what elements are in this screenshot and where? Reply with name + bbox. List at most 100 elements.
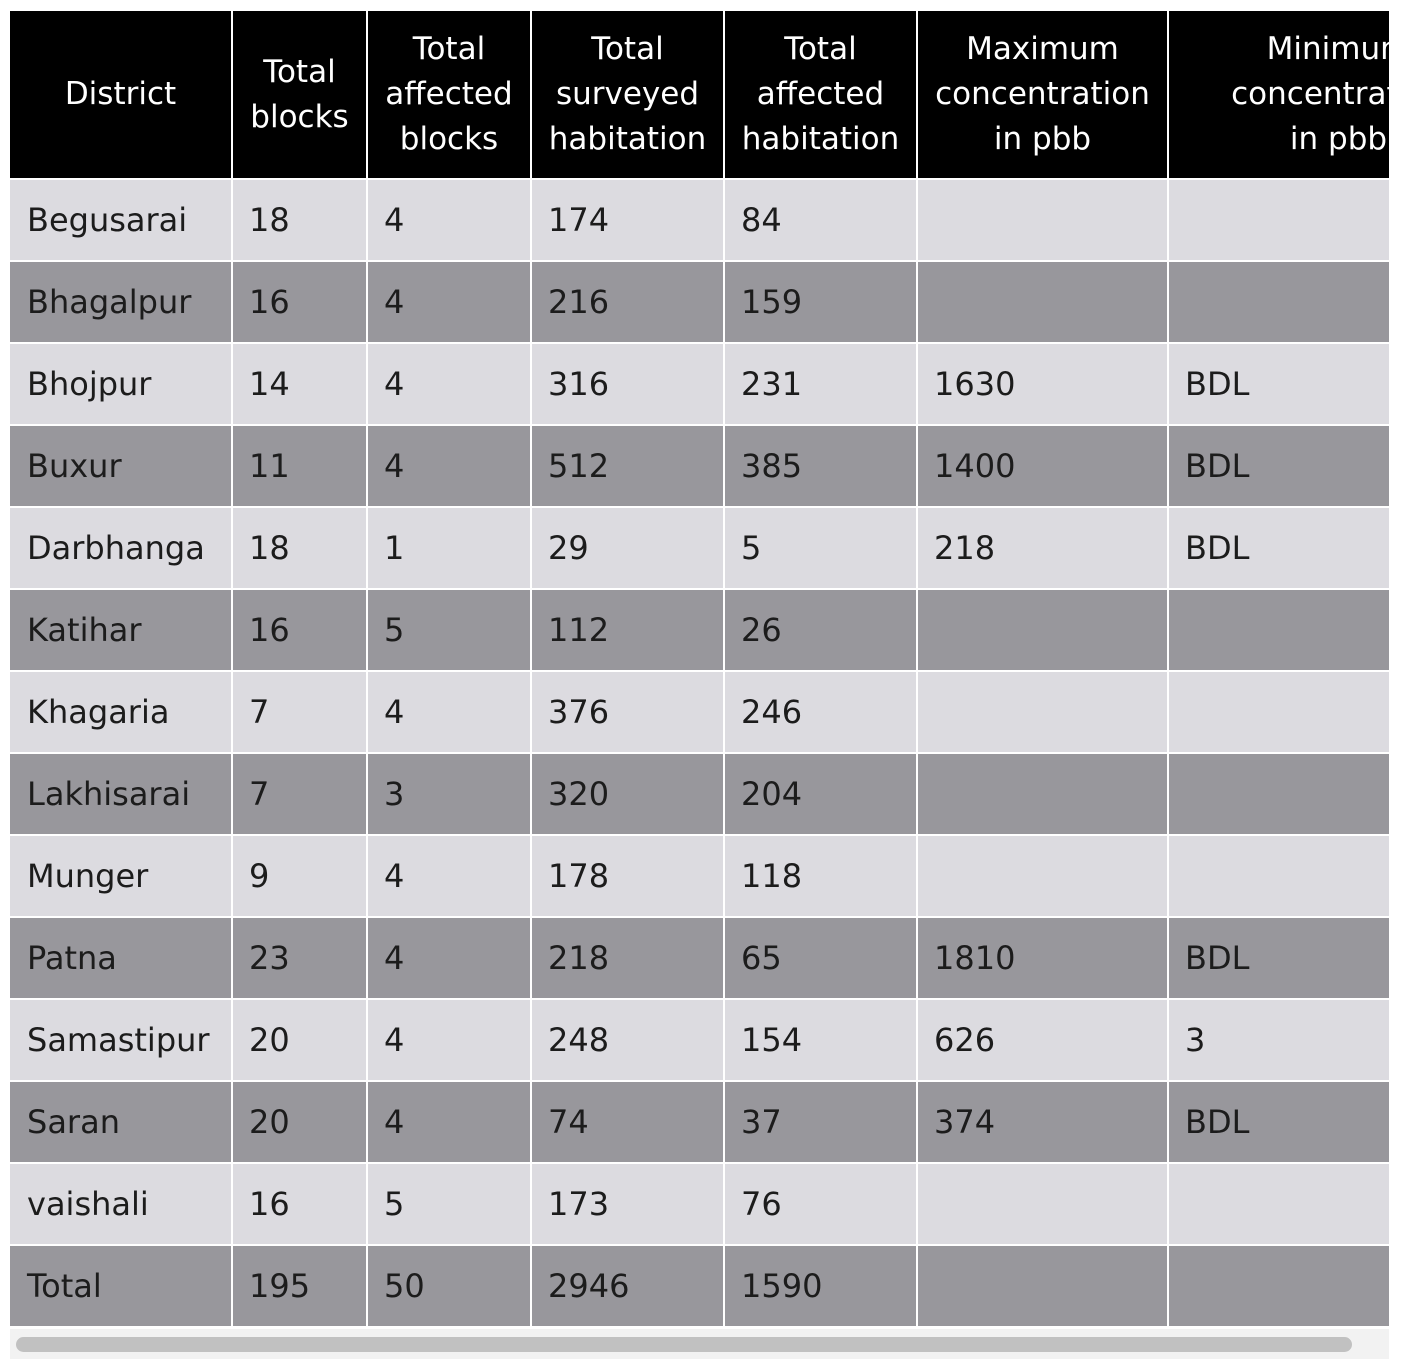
cell-district: Total	[10, 1246, 233, 1328]
cell-total-surveyed-habitation: 174	[532, 180, 725, 262]
cell-total-surveyed-habitation: 173	[532, 1164, 725, 1246]
cell-minimum-concentration: BDL	[1169, 426, 1389, 508]
header-district: District	[10, 11, 233, 180]
table-row: Samastipur 20 4 248 154 626 3	[10, 1000, 1389, 1082]
cell-minimum-concentration	[1169, 180, 1389, 262]
cell-minimum-concentration: BDL	[1169, 344, 1389, 426]
cell-total-blocks: 20	[233, 1000, 368, 1082]
cell-total-surveyed-habitation: 29	[532, 508, 725, 590]
cell-district: Katihar	[10, 590, 233, 672]
header-total-affected-blocks: Total affected blocks	[368, 11, 532, 180]
cell-total-affected-blocks: 4	[368, 344, 532, 426]
cell-maximum-concentration	[918, 590, 1169, 672]
cell-total-surveyed-habitation: 74	[532, 1082, 725, 1164]
cell-minimum-concentration	[1169, 836, 1389, 918]
cell-total-affected-habitation: 118	[725, 836, 918, 918]
cell-total-blocks: 7	[233, 672, 368, 754]
header-minimum-concentration: Minimum concentration in pbb	[1169, 11, 1389, 180]
table-row: Lakhisarai 7 3 320 204	[10, 754, 1389, 836]
cell-total-affected-habitation: 26	[725, 590, 918, 672]
cell-total-affected-blocks: 5	[368, 590, 532, 672]
cell-total-surveyed-habitation: 2946	[532, 1246, 725, 1328]
cell-total-affected-blocks: 50	[368, 1246, 532, 1328]
cell-total-affected-habitation: 154	[725, 1000, 918, 1082]
cell-maximum-concentration: 1630	[918, 344, 1169, 426]
cell-district: Munger	[10, 836, 233, 918]
table-row: Saran 20 4 74 37 374 BDL	[10, 1082, 1389, 1164]
cell-total-surveyed-habitation: 218	[532, 918, 725, 1000]
cell-district: Saran	[10, 1082, 233, 1164]
cell-total-blocks: 18	[233, 180, 368, 262]
header-total-blocks: Total blocks	[233, 11, 368, 180]
cell-total-affected-habitation: 231	[725, 344, 918, 426]
cell-maximum-concentration: 374	[918, 1082, 1169, 1164]
arsenic-district-table: District Total blocks Total affected blo…	[10, 11, 1389, 1328]
cell-total-blocks: 11	[233, 426, 368, 508]
scrollbar-thumb[interactable]	[16, 1337, 1352, 1352]
cell-total-affected-blocks: 4	[368, 1082, 532, 1164]
cell-district: Buxur	[10, 426, 233, 508]
cell-total-surveyed-habitation: 512	[532, 426, 725, 508]
table-row: Khagaria 7 4 376 246	[10, 672, 1389, 754]
cell-district: Begusarai	[10, 180, 233, 262]
header-total-surveyed-habitation: Total surveyed habitation	[532, 11, 725, 180]
cell-total-affected-blocks: 1	[368, 508, 532, 590]
cell-total-affected-habitation: 246	[725, 672, 918, 754]
cell-maximum-concentration: 626	[918, 1000, 1169, 1082]
cell-total-affected-habitation: 159	[725, 262, 918, 344]
cell-total-affected-blocks: 3	[368, 754, 532, 836]
table-body: Begusarai 18 4 174 84 Bhagalpur 16 4 216 159 Bhojp…	[10, 180, 1389, 1328]
cell-district: Khagaria	[10, 672, 233, 754]
cell-minimum-concentration	[1169, 262, 1389, 344]
cell-total-affected-habitation: 37	[725, 1082, 918, 1164]
cell-total-surveyed-habitation: 376	[532, 672, 725, 754]
horizontal-scrollbar[interactable]	[10, 1329, 1389, 1359]
table-scroll-container[interactable]: District Total blocks Total affected blo…	[10, 11, 1389, 1329]
cell-maximum-concentration	[918, 180, 1169, 262]
cell-total-affected-habitation: 76	[725, 1164, 918, 1246]
cell-total-surveyed-habitation: 178	[532, 836, 725, 918]
cell-total-affected-habitation: 204	[725, 754, 918, 836]
cell-district: Bhojpur	[10, 344, 233, 426]
cell-total-affected-blocks: 4	[368, 426, 532, 508]
cell-total-affected-blocks: 4	[368, 918, 532, 1000]
cell-total-blocks: 18	[233, 508, 368, 590]
cell-total-surveyed-habitation: 248	[532, 1000, 725, 1082]
cell-district: Lakhisarai	[10, 754, 233, 836]
cell-total-blocks: 20	[233, 1082, 368, 1164]
cell-maximum-concentration	[918, 1246, 1169, 1328]
cell-total-surveyed-habitation: 320	[532, 754, 725, 836]
table-row: Buxur 11 4 512 385 1400 BDL	[10, 426, 1389, 508]
cell-maximum-concentration: 1400	[918, 426, 1169, 508]
cell-total-affected-blocks: 4	[368, 180, 532, 262]
cell-total-affected-habitation: 1590	[725, 1246, 918, 1328]
cell-minimum-concentration	[1169, 1246, 1389, 1328]
cell-minimum-concentration: BDL	[1169, 1082, 1389, 1164]
cell-total-affected-habitation: 5	[725, 508, 918, 590]
cell-maximum-concentration	[918, 262, 1169, 344]
cell-maximum-concentration	[918, 754, 1169, 836]
table-row: Darbhanga 18 1 29 5 218 BDL	[10, 508, 1389, 590]
cell-minimum-concentration	[1169, 754, 1389, 836]
table-row: Bhojpur 14 4 316 231 1630 BDL	[10, 344, 1389, 426]
cell-total-blocks: 9	[233, 836, 368, 918]
table-row: Bhagalpur 16 4 216 159	[10, 262, 1389, 344]
table-row: Begusarai 18 4 174 84	[10, 180, 1389, 262]
cell-district: vaishali	[10, 1164, 233, 1246]
cell-district: Bhagalpur	[10, 262, 233, 344]
cell-total-surveyed-habitation: 216	[532, 262, 725, 344]
cell-district: Samastipur	[10, 1000, 233, 1082]
cell-maximum-concentration: 218	[918, 508, 1169, 590]
cell-minimum-concentration	[1169, 672, 1389, 754]
table-row: Total 195 50 2946 1590	[10, 1246, 1389, 1328]
cell-total-blocks: 16	[233, 262, 368, 344]
cell-minimum-concentration	[1169, 590, 1389, 672]
cell-total-affected-habitation: 84	[725, 180, 918, 262]
cell-maximum-concentration	[918, 1164, 1169, 1246]
cell-total-affected-habitation: 65	[725, 918, 918, 1000]
cell-total-blocks: 23	[233, 918, 368, 1000]
table-row: Patna 23 4 218 65 1810 BDL	[10, 918, 1389, 1000]
cell-total-affected-habitation: 385	[725, 426, 918, 508]
table-row: vaishali 16 5 173 76	[10, 1164, 1389, 1246]
cell-maximum-concentration: 1810	[918, 918, 1169, 1000]
